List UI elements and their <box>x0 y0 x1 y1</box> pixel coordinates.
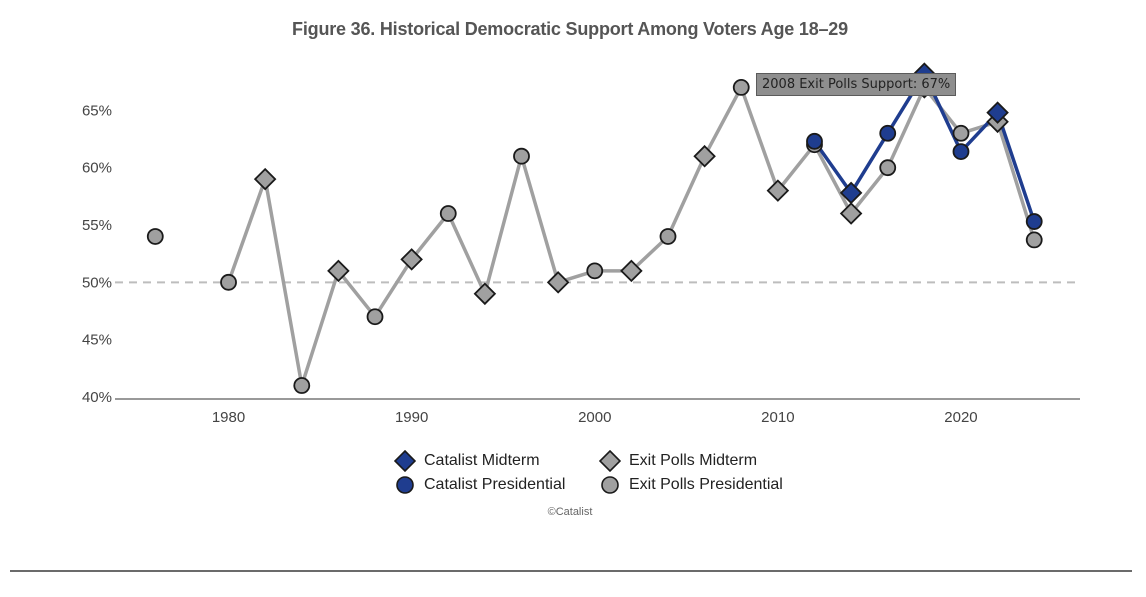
diamond-icon <box>394 450 416 472</box>
legend-circle-marker <box>601 476 619 494</box>
legend-diamond-marker <box>394 450 416 472</box>
catalist-presidential-point <box>879 124 897 142</box>
x-tick-label: 1990 <box>395 409 428 426</box>
exit-polls-presidential-point <box>220 273 237 291</box>
catalist-presidential-point <box>1025 213 1043 230</box>
circle-icon <box>601 476 619 494</box>
exit-polls-midterm-point <box>400 248 423 271</box>
catalist-midterm-point <box>839 181 863 205</box>
legend-item: Catalist Presidential <box>394 474 565 496</box>
chart-title: Figure 36. Historical Democratic Support… <box>292 19 848 39</box>
exit-polls-midterm-point <box>546 271 570 294</box>
x-tick-label: 1980 <box>212 409 245 426</box>
exit-polls-midterm-point <box>766 179 790 202</box>
exit-polls-midterm-point <box>253 167 277 191</box>
legend-item: Exit Polls Midterm <box>599 450 757 472</box>
legend-circle-marker <box>396 476 414 494</box>
series-layer <box>146 62 1043 394</box>
exit-polls-midterm-point <box>839 202 863 225</box>
exit-polls-series-line <box>226 85 1036 388</box>
exit-polls-midterm-point <box>473 282 497 306</box>
exit-polls-midterm-point <box>693 144 716 168</box>
exit-polls-presidential-point <box>879 159 897 177</box>
credit-text: ©Catalist <box>547 506 593 518</box>
exit-polls-presidential-point <box>513 147 530 165</box>
catalist-midterm-point <box>986 101 1009 124</box>
exit-polls-presidential-point <box>439 205 457 222</box>
catalist-presidential-point <box>806 132 823 150</box>
axis-layer: 40% 45% 50% 55% 60% 65% 1980 1990 2000 2010 2020 <box>82 102 1080 426</box>
legend-label: Catalist Midterm <box>424 452 540 469</box>
exit-polls-midterm-point <box>327 259 350 283</box>
exit-polls-presidential-point <box>293 377 311 394</box>
y-tick-label: 60% <box>82 160 112 177</box>
legend-diamond-marker <box>599 450 621 472</box>
footer-divider <box>10 570 1132 572</box>
exit-polls-presidential-point <box>366 308 384 326</box>
legend: Catalist Midterm Exit Polls Midterm Catali… <box>394 450 824 498</box>
circle-icon <box>396 476 414 494</box>
exit-polls-presidential-point <box>1025 231 1043 249</box>
catalist-presidential-point <box>952 143 970 161</box>
exit-polls-presidential-point <box>146 228 164 245</box>
exit-polls-presidential-point <box>952 124 970 142</box>
x-tick-label: 2010 <box>761 409 794 426</box>
exit-polls-midterm-point <box>620 259 643 283</box>
legend-label: Exit Polls Presidential <box>629 476 783 493</box>
y-tick-label: 55% <box>82 217 112 234</box>
diamond-icon <box>599 450 621 472</box>
y-tick-label: 40% <box>82 389 112 406</box>
y-tick-label: 65% <box>82 102 112 119</box>
x-tick-label: 2020 <box>944 409 977 426</box>
x-tick-label: 2000 <box>578 409 611 426</box>
legend-item: Catalist Midterm <box>394 450 540 472</box>
legend-label: Catalist Presidential <box>424 476 566 493</box>
exit-polls-presidential-point <box>732 79 750 96</box>
legend-label: Exit Polls Midterm <box>629 452 758 469</box>
y-tick-label: 50% <box>82 274 112 291</box>
exit-polls-presidential-point <box>586 262 604 280</box>
y-tick-label: 45% <box>82 332 112 349</box>
exit-polls-presidential-point <box>659 228 677 245</box>
data-tooltip: 2008 Exit Polls Support: 67% <box>756 73 957 96</box>
legend-item: Exit Polls Presidential <box>599 474 783 496</box>
